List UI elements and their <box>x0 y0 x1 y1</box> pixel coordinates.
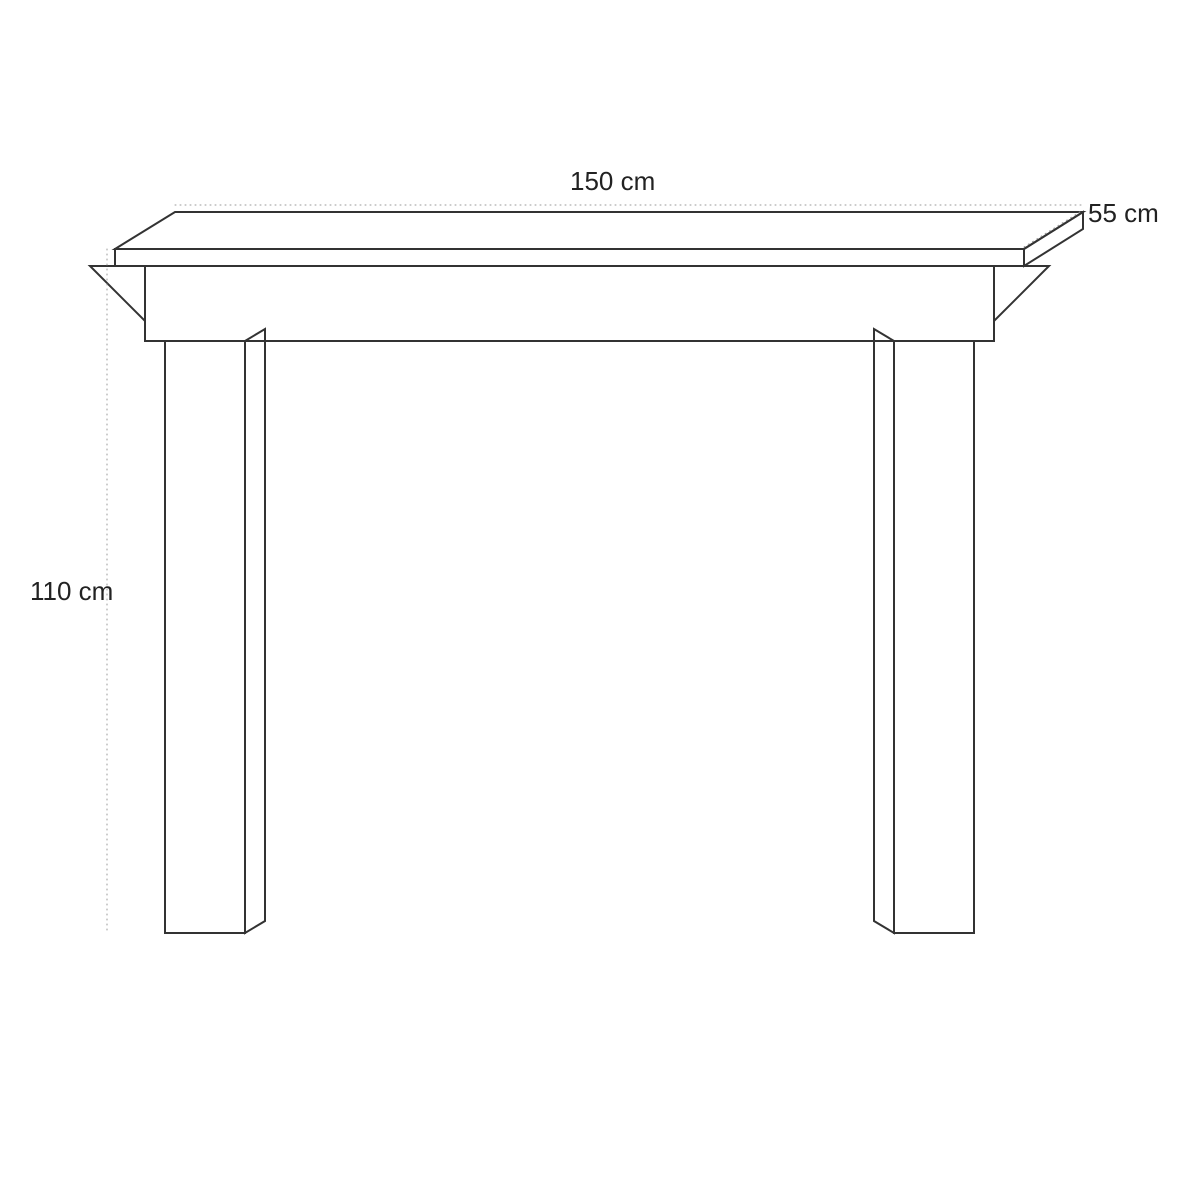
leg-left-side <box>245 329 265 933</box>
bracket-right <box>994 266 1049 321</box>
label-depth: 55 cm <box>1088 198 1159 228</box>
tabletop-surface <box>115 212 1083 249</box>
tabletop-right-edge <box>1024 212 1083 266</box>
guide-depth <box>1024 210 1083 247</box>
table-dimension-diagram: 150 cm 55 cm 110 cm <box>0 0 1200 1200</box>
label-height: 110 cm <box>30 576 113 606</box>
label-width: 150 cm <box>570 166 655 196</box>
apron <box>145 266 994 341</box>
leg-left-front <box>165 341 245 933</box>
bracket-left <box>90 266 145 321</box>
leg-right-side <box>874 329 894 933</box>
leg-right-front <box>894 341 974 933</box>
tabletop-front-edge <box>115 249 1024 266</box>
